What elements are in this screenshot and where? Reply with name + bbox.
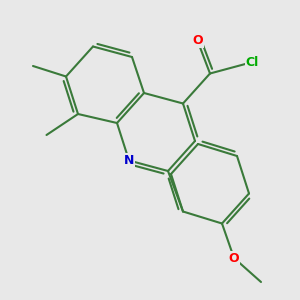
Text: Cl: Cl — [245, 56, 259, 70]
Text: O: O — [229, 251, 239, 265]
Text: O: O — [193, 34, 203, 47]
Text: N: N — [124, 154, 134, 167]
